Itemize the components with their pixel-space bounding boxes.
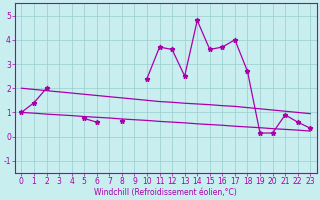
X-axis label: Windchill (Refroidissement éolien,°C): Windchill (Refroidissement éolien,°C) (94, 188, 237, 197)
